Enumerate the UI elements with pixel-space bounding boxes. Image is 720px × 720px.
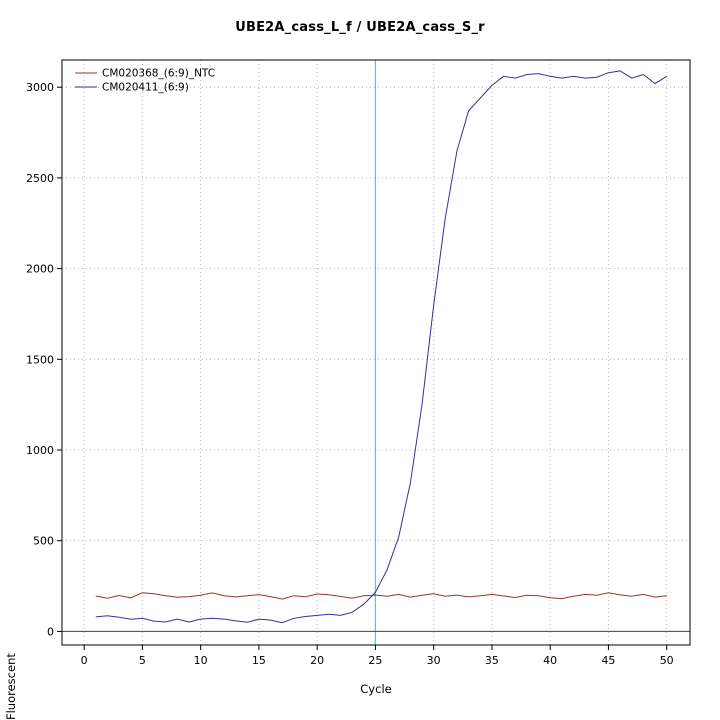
legend-label: CM020368_(6:9)_NTC [102,68,215,80]
y-tick-label: 2000 [26,263,54,276]
x-tick-label: 5 [139,654,146,667]
x-tick-label: 30 [427,654,441,667]
chart-title: UBE2A_cass_L_f / UBE2A_cass_S_r [235,20,485,35]
x-axis-label: Cycle [360,682,392,696]
series-line-1 [95,70,667,624]
x-tick-label: 25 [368,654,382,667]
legend-label: CM020411_(6:9) [102,82,189,94]
x-tick-label: 0 [81,654,88,667]
x-tick-label: 45 [601,654,615,667]
y-tick-label: 1000 [26,444,54,457]
y-tick-label: 1500 [26,353,54,366]
y-tick-label: 500 [33,535,54,548]
x-tick-label: 10 [194,654,208,667]
series-line-0 [95,592,667,600]
x-tick-label: 15 [252,654,266,667]
y-tick-label: 0 [47,625,54,638]
y-tick-label: 3000 [26,81,54,94]
plot-border [61,59,691,646]
x-tick-label: 40 [543,654,557,667]
x-tick-label: 50 [660,654,674,667]
x-tick-label: 20 [310,654,324,667]
x-tick-label: 35 [485,654,499,667]
y-tick-label: 2500 [26,172,54,185]
